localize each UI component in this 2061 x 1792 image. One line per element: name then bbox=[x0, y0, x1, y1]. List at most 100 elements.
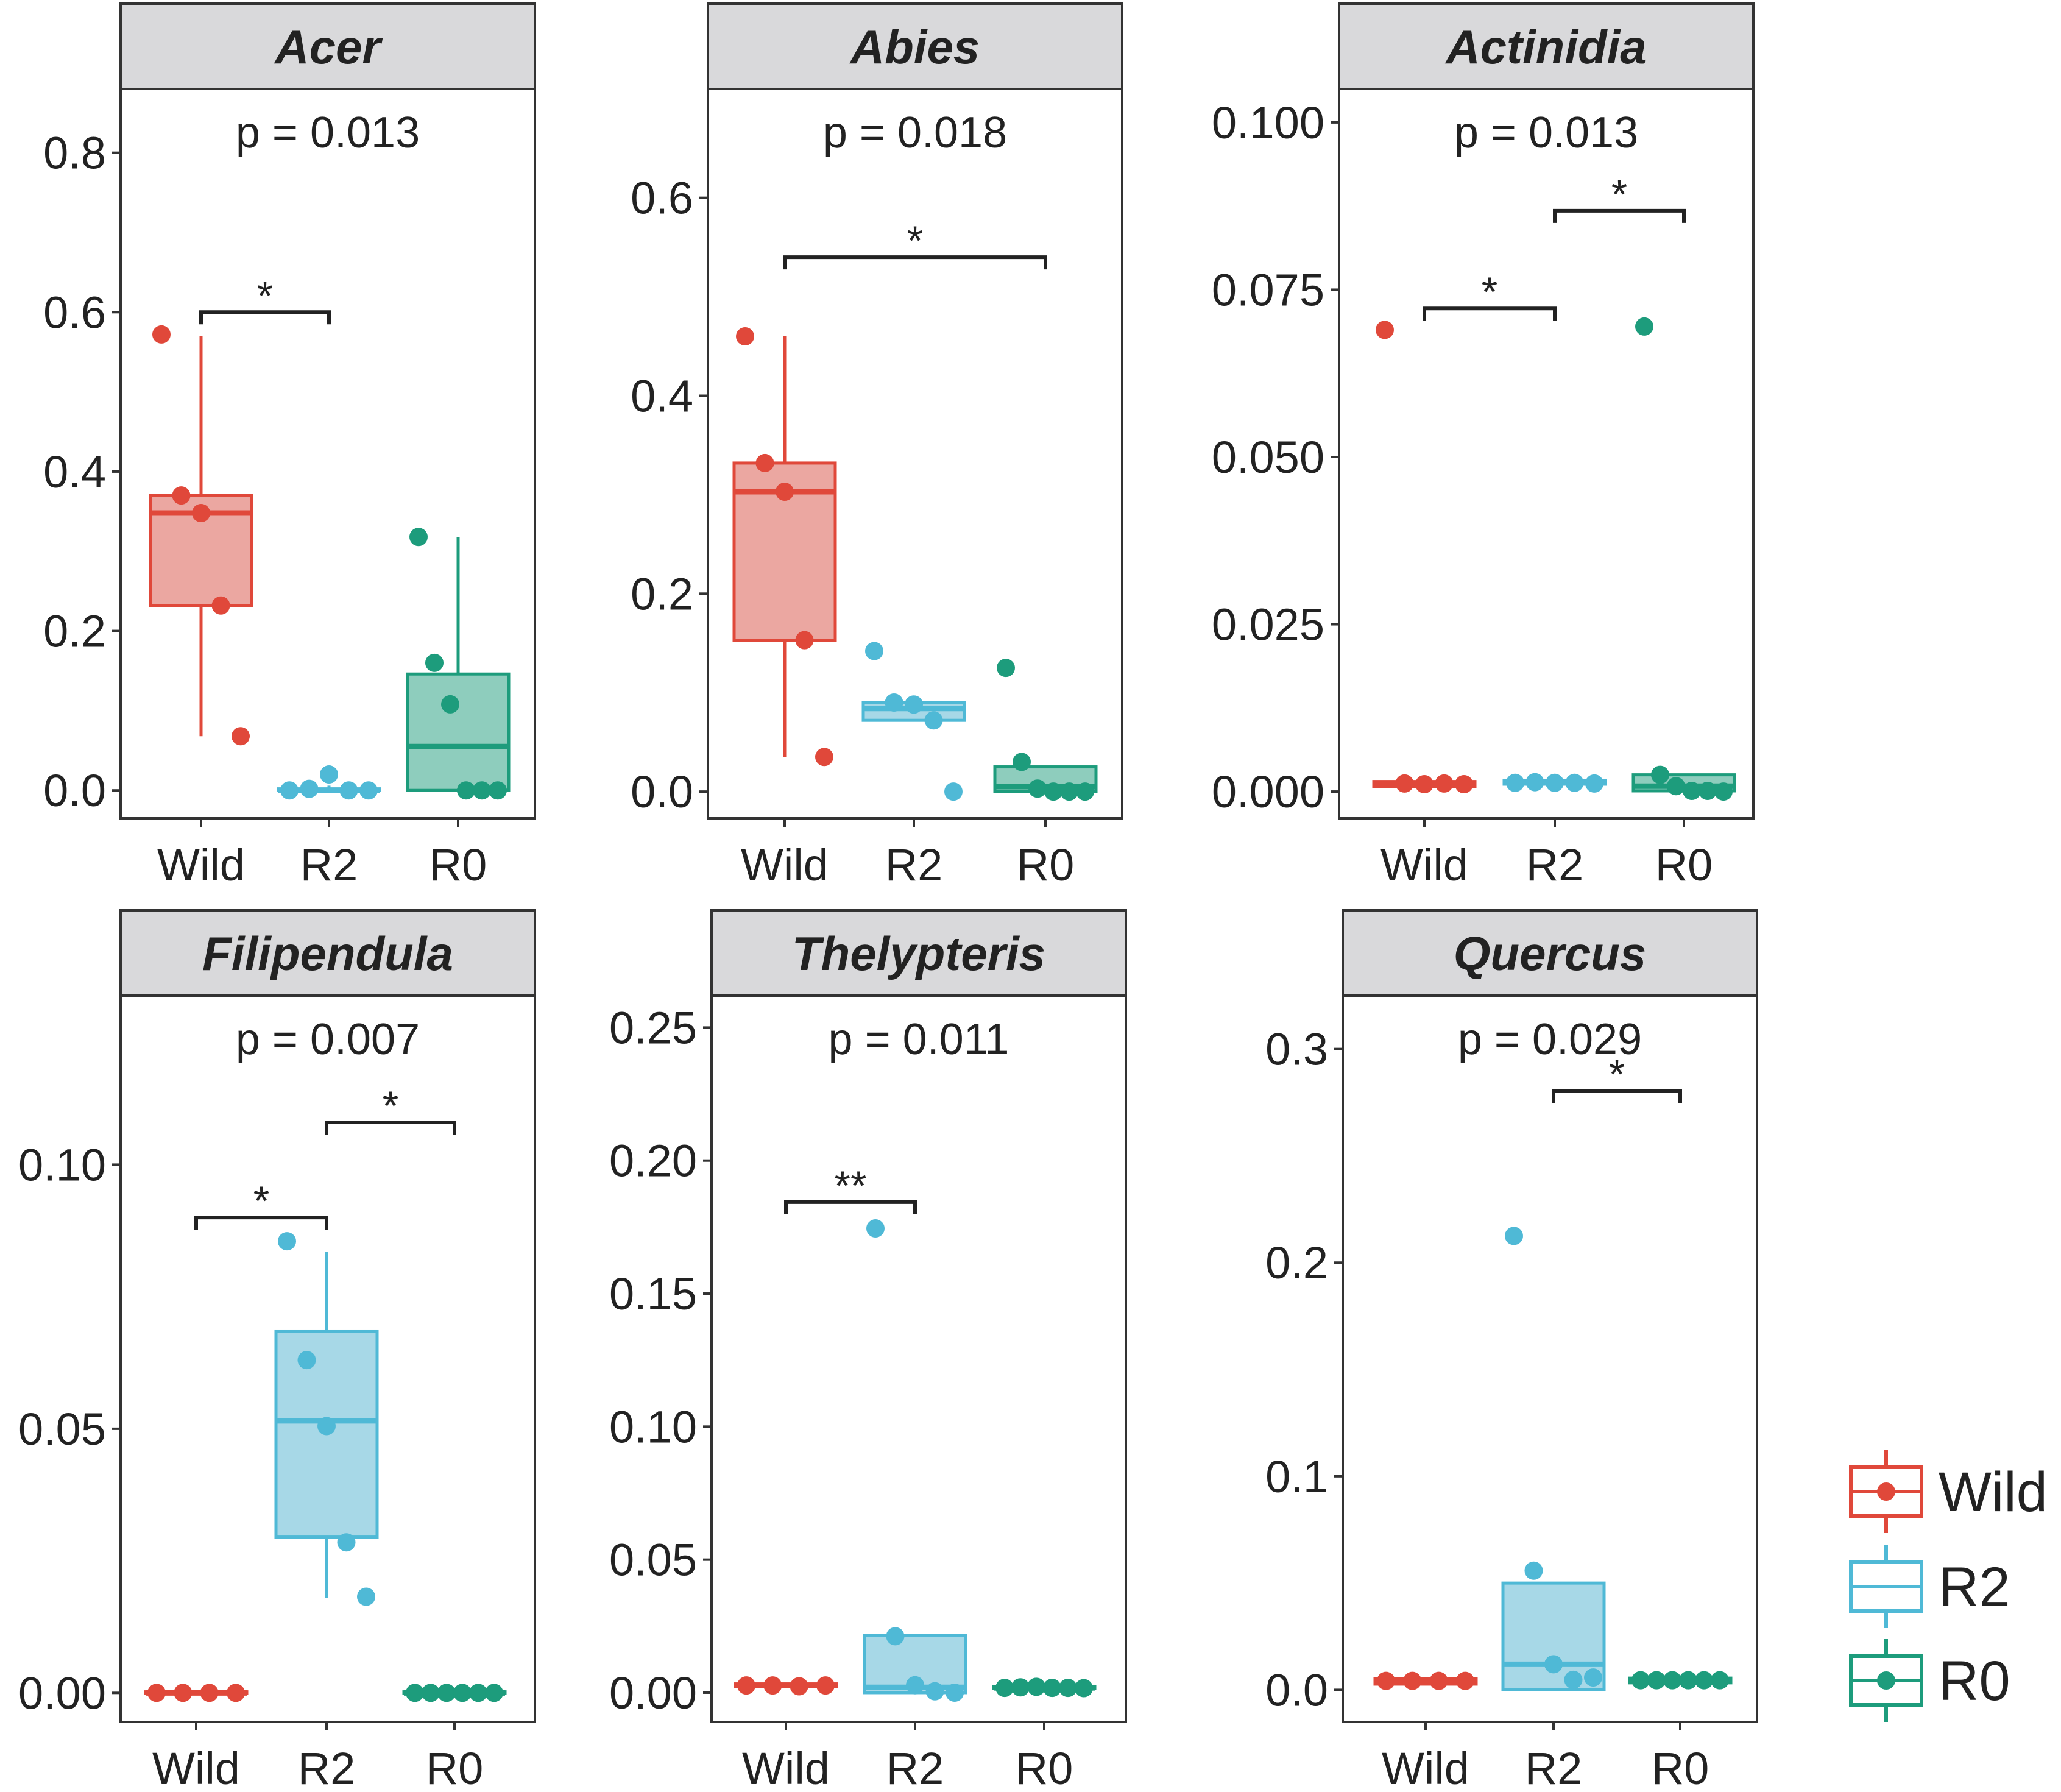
data-point bbox=[776, 483, 794, 501]
data-point bbox=[1376, 321, 1394, 339]
data-point bbox=[1011, 1678, 1030, 1697]
data-point bbox=[1076, 782, 1094, 801]
data-point bbox=[944, 782, 963, 801]
facet-title: Thelypteris bbox=[792, 927, 1045, 980]
y-tick-label: 0.25 bbox=[609, 1002, 697, 1053]
facet-strip bbox=[119, 2, 536, 90]
facet-strip bbox=[1342, 909, 1758, 997]
data-point bbox=[1456, 1671, 1474, 1690]
data-point bbox=[174, 1684, 193, 1702]
x-tick-label: R0 bbox=[426, 1743, 484, 1792]
data-point bbox=[278, 1232, 296, 1251]
facet-strip bbox=[710, 909, 1127, 997]
y-tick-label: 0.2 bbox=[631, 568, 693, 619]
facet-panel-actinidia: Actinidia 0.000 0.025 0.050 0.075 0.100 Wild R2… bbox=[1212, 2, 1755, 890]
data-point bbox=[1060, 782, 1078, 801]
p-value-label: p = 0.011 bbox=[829, 1015, 1009, 1064]
data-point bbox=[736, 327, 754, 346]
data-point bbox=[1585, 774, 1603, 793]
significance-bracket bbox=[1423, 306, 1557, 321]
data-point bbox=[1415, 774, 1434, 793]
data-point bbox=[1635, 317, 1653, 336]
data-point bbox=[1584, 1668, 1602, 1687]
x-tick-label: R0 bbox=[1652, 1743, 1709, 1792]
significance-stars: * bbox=[1611, 171, 1627, 218]
significance-bracket bbox=[199, 310, 331, 325]
data-point bbox=[1565, 773, 1584, 792]
x-tick-label: Wild bbox=[741, 840, 829, 890]
legend-item-wild: Wild bbox=[1849, 1450, 2048, 1533]
y-tick-label: 0.2 bbox=[43, 606, 106, 657]
significance-stars: * bbox=[253, 1178, 269, 1224]
legend: Wild R2 R0 bbox=[1849, 1450, 2048, 1722]
data-point bbox=[997, 659, 1015, 678]
data-point bbox=[1525, 773, 1544, 792]
y-tick-label: 0.3 bbox=[1265, 1024, 1328, 1075]
p-value-label: p = 0.018 bbox=[823, 108, 1007, 157]
y-tick-label: 0.025 bbox=[1212, 600, 1324, 650]
data-point bbox=[1028, 779, 1047, 798]
significance-bracket bbox=[1553, 208, 1686, 223]
x-tick-label: R0 bbox=[1016, 1743, 1073, 1792]
data-point bbox=[1377, 1671, 1395, 1690]
data-point bbox=[320, 765, 338, 784]
facet-title: Filipendula bbox=[202, 927, 453, 980]
significance-bracket bbox=[194, 1216, 328, 1230]
x-tick-label: R2 bbox=[1525, 1743, 1583, 1792]
data-point bbox=[946, 1683, 964, 1702]
p-value-label: p = 0.007 bbox=[236, 1015, 420, 1064]
data-point bbox=[886, 1627, 905, 1646]
x-tick-label: R2 bbox=[1526, 840, 1584, 890]
data-point bbox=[441, 695, 459, 714]
x-tick-label: Wild bbox=[742, 1743, 830, 1792]
y-tick-label: 0.2 bbox=[1265, 1238, 1328, 1288]
y-tick-label: 0.1 bbox=[1265, 1451, 1328, 1502]
y-tick-label: 0.00 bbox=[18, 1668, 106, 1718]
data-point bbox=[1455, 774, 1473, 793]
y-tick-label: 0.0 bbox=[43, 765, 106, 816]
x-tick-label: R0 bbox=[1017, 840, 1075, 890]
significance-stars: * bbox=[1482, 269, 1497, 315]
data-point bbox=[1429, 1671, 1448, 1690]
plot-area bbox=[710, 994, 1127, 1723]
data-point bbox=[227, 1684, 245, 1702]
significance-stars: * bbox=[907, 218, 923, 264]
y-tick-label: 0.6 bbox=[631, 173, 693, 224]
data-point bbox=[200, 1684, 219, 1702]
legend-item-r2: R2 bbox=[1849, 1545, 2010, 1628]
legend-point bbox=[1877, 1671, 1895, 1690]
y-tick-label: 0.4 bbox=[631, 370, 693, 421]
data-point bbox=[437, 1684, 456, 1702]
data-point bbox=[425, 653, 444, 672]
data-point bbox=[1044, 782, 1062, 801]
x-tick-label: Wild bbox=[157, 840, 245, 890]
facet-panel-thelypteris: Thelypteris 0.00 0.05 0.10 0.15 0.20 0.25 Wild R… bbox=[609, 909, 1127, 1792]
y-tick-label: 0.100 bbox=[1212, 97, 1324, 148]
facet-panel-filipendula: Filipendula 0.00 0.05 0.10 Wild R2 R0 p = 0.007… bbox=[18, 909, 536, 1792]
data-point bbox=[1651, 765, 1669, 784]
data-point bbox=[906, 1676, 924, 1695]
data-point bbox=[1647, 1671, 1666, 1690]
data-point bbox=[1403, 1671, 1422, 1690]
facet-strip bbox=[1338, 2, 1755, 90]
significance-bracket bbox=[784, 1200, 917, 1214]
x-tick-label: Wild bbox=[152, 1743, 240, 1792]
significance-stars: ** bbox=[835, 1163, 867, 1209]
data-point bbox=[1564, 1670, 1583, 1689]
data-point bbox=[866, 1219, 885, 1238]
data-point bbox=[337, 1533, 356, 1552]
legend-item-r0: R0 bbox=[1849, 1639, 2010, 1722]
data-point bbox=[147, 1684, 166, 1702]
data-point bbox=[1505, 1227, 1523, 1245]
data-point bbox=[924, 711, 943, 730]
data-point bbox=[453, 1684, 472, 1702]
data-point bbox=[865, 642, 883, 660]
x-tick-label: R2 bbox=[300, 840, 358, 890]
data-point bbox=[816, 1676, 835, 1695]
data-point bbox=[1506, 773, 1524, 792]
facet-panel-abies: Abies 0.0 0.2 0.4 0.6 Wild R2 R0 p = 0.018 * bbox=[631, 2, 1123, 890]
facet-title: Acer bbox=[274, 20, 383, 74]
data-point bbox=[1546, 773, 1564, 792]
y-tick-label: 0.4 bbox=[43, 447, 106, 497]
p-value-label: p = 0.013 bbox=[1454, 108, 1638, 157]
